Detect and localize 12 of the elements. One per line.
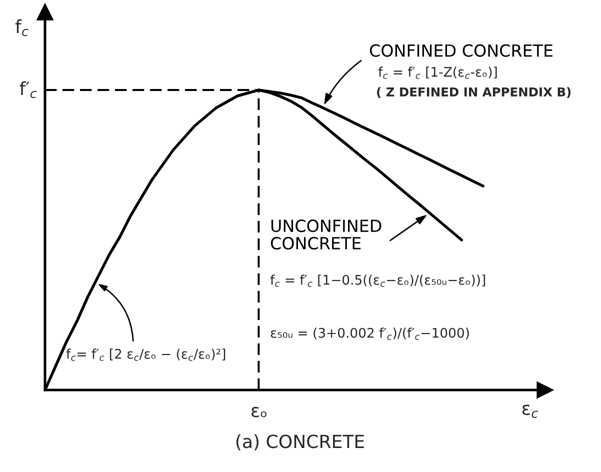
text: (a) CONCRETE bbox=[236, 434, 364, 450]
annotation: f$_{c}$ = f′$_{c}$ [1−0.5((ε$_{c}$−εₒ)/(ε₅₀ᵤ−εₒ))] bbox=[270, 274, 486, 287]
text: f$_{c}$ = f′$_{c}$ [1-Z(ε$_{c}$-εₒ)] bbox=[378, 66, 497, 79]
x-axis-title: ε$_{c}$ bbox=[522, 404, 538, 418]
y-axis-title: f$_{c}$ bbox=[15, 19, 28, 36]
annotation: ε₅₀ᵤ = (3+0.002 f′$_{c}$)/(f′$_{c}$−1000) bbox=[270, 328, 469, 340]
text: εₒ bbox=[252, 406, 266, 418]
legend-label: UNCONFINED CONCRETE bbox=[270, 220, 382, 250]
text: f$_{c}$= f′$_{c}$ [2 ε$_{c}$/εₒ − (ε$_{c}$/εₒ)²] bbox=[66, 348, 226, 361]
text: CONFINED CONCRETE bbox=[370, 44, 552, 57]
annotation: ( Z DEFINED IN APPENDIX B) bbox=[377, 87, 571, 98]
ref-line-label: f′$_{c}$ bbox=[20, 81, 37, 98]
